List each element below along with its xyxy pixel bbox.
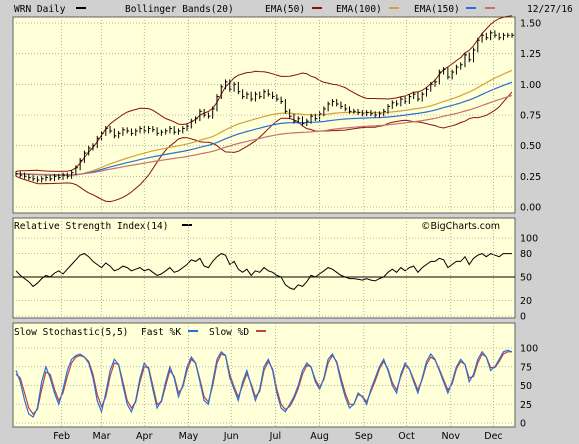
stochastic-plot-area	[12, 322, 516, 428]
stochastic-tick-label: 50	[520, 381, 532, 392]
legend-extra-swatch	[485, 7, 495, 9]
stochastic-tick-label: 0	[520, 419, 526, 430]
month-label: Oct	[398, 431, 415, 442]
bigcharts-watermark: ©BigCharts.com	[421, 221, 500, 232]
rsi-panel: Relative Strength Index(14) ©BigCharts.c…	[12, 217, 538, 323]
chart-date: 12/27/16	[527, 4, 573, 15]
price-tick-label: 0.25	[520, 172, 541, 183]
legend-ema50-label: EMA(50)	[265, 4, 305, 15]
rsi-series-line	[15, 253, 512, 291]
price-bars	[15, 30, 514, 183]
stochastic-fast-line	[15, 349, 513, 418]
stochastic-title: Slow Stochastic(5,5)	[14, 327, 128, 338]
stochastic-lines	[15, 349, 513, 418]
legend-ema150-label: EMA(150)	[414, 4, 460, 15]
ema-150-line	[16, 81, 513, 176]
month-label: Jul	[269, 431, 281, 442]
rsi-y-axis: 0 20 50 80 100	[520, 234, 538, 323]
month-label: Dec	[484, 431, 502, 442]
bollinger-upper-line	[15, 15, 513, 172]
stochastic-fast-swatch	[188, 330, 198, 332]
month-axis: Feb Mar Apr May Jun Jul Aug Sep Oct Nov Dec	[53, 17, 503, 442]
rsi-tick-label: 50	[520, 273, 532, 284]
legend-ema50-swatch	[312, 7, 322, 9]
legend-ema100-label: EMA(100)	[336, 4, 382, 15]
symbol-swatch	[76, 7, 86, 9]
header: WRN Daily Bollinger Bands(20) EMA(50) EM…	[14, 4, 573, 15]
month-label: Apr	[136, 431, 153, 442]
bollinger-bands	[15, 15, 513, 203]
month-label: Jun	[223, 431, 239, 442]
month-label: Mar	[93, 431, 111, 442]
stochastic-tick-label: 25	[520, 400, 532, 411]
rsi-grid	[13, 237, 515, 317]
month-label: Sep	[355, 431, 373, 442]
month-label: Feb	[53, 431, 70, 442]
rsi-tick-label: 0	[520, 312, 526, 323]
ema-lines	[16, 69, 513, 176]
price-panel: 0.00 0.25 0.50 0.75 1.00 1.25 1.50	[12, 15, 541, 214]
symbol-label: WRN Daily	[14, 4, 66, 15]
month-label: Nov	[441, 431, 460, 442]
rsi-line	[15, 253, 512, 291]
rsi-swatch	[182, 224, 192, 226]
ema-extra-line	[16, 94, 513, 176]
price-tick-label: 1.50	[520, 19, 541, 30]
ema-100-line	[16, 69, 513, 176]
legend-bollinger-label: Bollinger Bands(20)	[125, 4, 234, 15]
rsi-tick-label: 80	[520, 249, 532, 260]
price-tick-label: 1.00	[520, 80, 541, 91]
price-plot-area	[12, 16, 516, 214]
price-y-axis: 0.00 0.25 0.50 0.75 1.00 1.25 1.50	[520, 19, 541, 214]
stochastic-slow-line	[15, 351, 512, 415]
stochastic-slow-label: Slow %D	[209, 327, 249, 338]
bollinger-lower-line	[15, 91, 513, 203]
month-label: May	[179, 431, 199, 442]
stochastic-tick-label: 75	[520, 362, 532, 373]
rsi-tick-label: 100	[520, 234, 538, 245]
stochastic-panel: Slow Stochastic(5,5) Fast %K Slow %D 0 25…	[12, 322, 538, 430]
stochastic-fast-label: Fast %K	[141, 327, 181, 338]
stochastic-tick-label: 100	[520, 344, 538, 355]
rsi-tick-label: 20	[520, 296, 532, 307]
stochastic-y-axis: 0 25 50 75 100	[520, 344, 538, 430]
rsi-title: Relative Strength Index(14)	[14, 221, 168, 232]
legend-ema150-swatch	[466, 7, 476, 9]
price-tick-label: 0.75	[520, 111, 541, 122]
price-tick-label: 0.00	[520, 203, 541, 214]
month-label: Aug	[310, 431, 329, 442]
price-tick-label: 1.25	[520, 49, 541, 60]
price-tick-label: 0.50	[520, 141, 541, 152]
stochastic-slow-swatch	[256, 330, 266, 332]
legend-ema100-swatch	[389, 7, 399, 9]
